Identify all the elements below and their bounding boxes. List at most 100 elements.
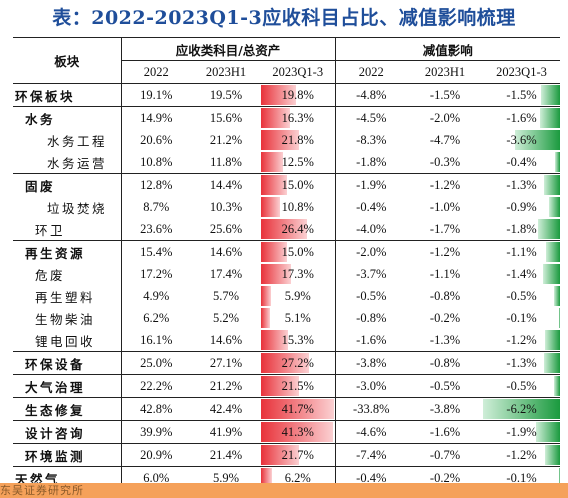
impairment-databar	[543, 175, 561, 195]
impairment-bar-cell: -3.6%	[483, 129, 561, 151]
cell-value: -0.3%	[429, 154, 461, 169]
table-row: 危废 17.2% 17.4% 17.3% -3.7% -1.1% -1.4%	[13, 263, 561, 285]
cell-value: 16.1%	[140, 332, 173, 347]
ratio-databar	[261, 242, 288, 262]
receivables-ratio-bar-cell: 26.4%	[261, 218, 335, 241]
value-cell: -1.8%	[334, 151, 408, 174]
value-cell: -1.5%	[407, 83, 484, 107]
cell-value: -0.9%	[506, 199, 537, 214]
table-row: 环境监测 20.9% 21.4% 21.7% -7.4% -0.7% -1.2%	[13, 443, 561, 467]
cell-value: -4.5%	[356, 110, 387, 125]
cell-value: 10.8%	[140, 154, 173, 169]
value-cell: 11.8%	[191, 151, 261, 174]
cell-value: -1.2%	[429, 177, 461, 192]
cell-value: -1.0%	[429, 199, 461, 214]
sector-name: 水务运营	[47, 155, 108, 171]
cell-value: -3.0%	[356, 378, 387, 393]
table-row: 大气治理 22.2% 21.2% 21.5% -3.0% -0.5% -0.5%	[13, 374, 561, 398]
impairment-databar	[558, 468, 561, 488]
cell-value: 17.4%	[209, 266, 243, 281]
col-header-sector: 板块	[13, 37, 121, 84]
cell-value: 19.8%	[281, 87, 314, 102]
col-group-impairment: 减值影响	[334, 37, 561, 61]
cell-value: 42.8%	[140, 401, 173, 416]
cell-value: -0.5%	[506, 288, 537, 303]
value-cell: -1.2%	[407, 173, 484, 196]
value-cell: -4.5%	[334, 106, 408, 129]
cell-value: -1.8%	[506, 221, 537, 236]
value-cell: 5.2%	[191, 307, 261, 329]
cell-value: -0.7%	[429, 447, 461, 462]
receivables-ratio-bar-cell: 5.1%	[261, 307, 335, 329]
col-header: 2022	[334, 60, 408, 84]
cell-value: -0.5%	[356, 288, 387, 303]
value-cell: 19.1%	[120, 83, 191, 107]
col-header: 2023Q1-3	[261, 60, 336, 84]
cell-value: 25.0%	[140, 355, 173, 370]
cell-value: 12.5%	[281, 154, 314, 169]
value-cell: -0.8%	[334, 307, 408, 329]
receivables-ratio-bar-cell: 15.0%	[261, 173, 336, 196]
cell-value: -6.2%	[506, 401, 537, 416]
cell-value: 6.0%	[143, 470, 170, 485]
cell-value: 19.1%	[140, 87, 173, 102]
receivables-ratio-bar-cell: 17.3%	[261, 263, 335, 285]
ratio-databar	[261, 130, 300, 150]
value-cell: 22.2%	[120, 374, 191, 398]
ratio-databar	[261, 376, 299, 396]
value-cell: 20.6%	[120, 129, 191, 151]
value-cell: -8.3%	[334, 129, 408, 151]
value-cell: -1.6%	[334, 329, 408, 352]
impairment-bar-cell: -0.9%	[483, 196, 561, 218]
ratio-databar	[261, 85, 296, 105]
cell-value: 21.8%	[281, 132, 314, 147]
ratio-databar	[261, 330, 288, 350]
value-cell: 25.0%	[120, 351, 191, 375]
impairment-bar-cell: -1.2%	[483, 329, 561, 352]
value-cell: 19.5%	[191, 83, 261, 107]
cell-value: 26.4%	[281, 221, 314, 236]
receivables-ratio-bar-cell: 15.3%	[261, 329, 335, 352]
impairment-databar	[548, 197, 561, 217]
impairment-bar-cell: -1.2%	[483, 443, 561, 467]
header-row-2: 2022 2023H1 2023Q1-3 2022 2023H1 2023Q1-…	[13, 60, 561, 84]
value-cell: 15.4%	[120, 240, 191, 263]
ratio-databar	[261, 399, 334, 419]
value-cell: 8.7%	[120, 196, 191, 218]
cell-value: -1.8%	[356, 154, 387, 169]
impairment-bar-cell: -0.5%	[483, 285, 561, 307]
value-cell: -7.4%	[334, 443, 408, 467]
cell-value: 4.9%	[143, 288, 170, 303]
cell-value: -1.5%	[429, 87, 461, 102]
ratio-databar	[261, 308, 270, 328]
cell-value: -0.4%	[356, 199, 387, 214]
cell-value: -1.2%	[506, 447, 537, 462]
cell-value: -2.0%	[429, 110, 461, 125]
cell-value: 21.7%	[281, 447, 314, 462]
cell-value: -0.2%	[429, 470, 461, 485]
value-cell: -4.0%	[334, 218, 408, 241]
impairment-databar	[558, 308, 561, 328]
table-row: 水务工程 20.6% 21.2% 21.8% -8.3% -4.7% -3.6%	[13, 129, 561, 151]
impairment-bar-cell: -0.5%	[483, 374, 561, 398]
value-cell: 14.9%	[120, 106, 191, 129]
header-row-1: 板块 应收类科目/总资产 减值影响	[13, 37, 561, 84]
ratio-databar	[261, 468, 272, 488]
table-row: 水务 14.9% 15.6% 16.3% -4.5% -2.0% -1.6%	[13, 106, 561, 129]
impairment-bar-cell: -1.8%	[483, 218, 561, 241]
cell-value: 12.8%	[140, 177, 173, 192]
ratio-databar	[261, 445, 299, 465]
cell-value: -0.2%	[429, 310, 461, 325]
source-text: 东吴证券研究所	[0, 484, 84, 497]
cell-value: -1.6%	[356, 332, 387, 347]
value-cell: 10.8%	[120, 151, 191, 174]
cell-value: 21.2%	[209, 132, 243, 147]
receivables-ratio-bar-cell: 21.5%	[261, 374, 336, 398]
value-cell: -0.8%	[407, 285, 483, 307]
cell-value: 41.9%	[209, 424, 243, 439]
impairment-databar	[546, 242, 561, 262]
col-group-receivables: 应收类科目/总资产	[120, 37, 336, 61]
cell-value: -0.1%	[506, 310, 537, 325]
value-cell: -0.7%	[407, 443, 484, 467]
value-cell: -4.7%	[407, 129, 483, 151]
